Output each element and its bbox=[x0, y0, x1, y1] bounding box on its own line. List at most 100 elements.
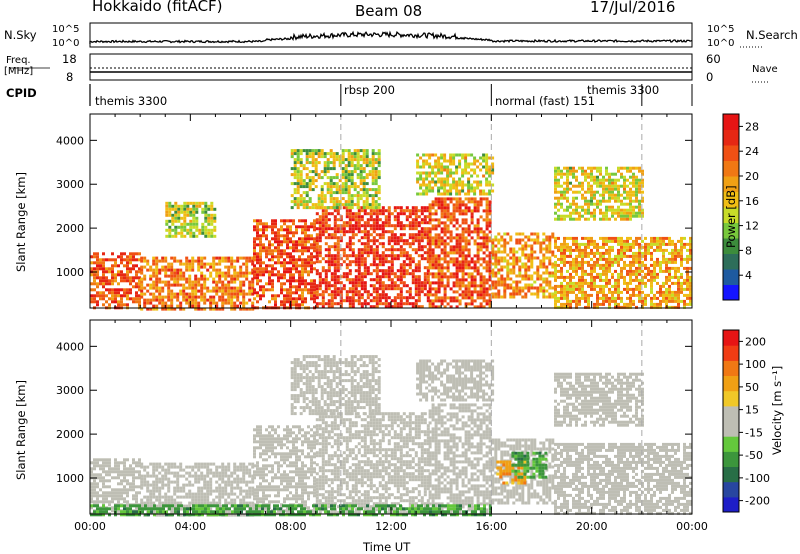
heatmap-cell bbox=[411, 260, 415, 264]
heatmap-cell bbox=[437, 203, 441, 207]
heatmap-cell bbox=[152, 271, 156, 275]
heatmap-cell bbox=[182, 298, 186, 302]
heatmap-cell bbox=[353, 185, 357, 189]
heatmap-cell bbox=[446, 168, 450, 172]
heatmap-cell bbox=[449, 245, 453, 249]
heatmap-cell bbox=[599, 257, 602, 261]
heatmap-cell bbox=[422, 177, 426, 181]
heatmap-cell bbox=[446, 212, 450, 216]
heatmap-cell bbox=[396, 242, 400, 246]
heatmap-cell bbox=[342, 230, 346, 234]
heatmap-cell bbox=[299, 173, 303, 177]
heatmap-cell bbox=[365, 158, 369, 162]
heatmap-cell bbox=[123, 458, 126, 462]
heatmap-cell bbox=[296, 170, 300, 174]
heatmap-cell bbox=[173, 274, 177, 278]
heatmap-cell bbox=[123, 479, 126, 483]
heatmap-cell bbox=[298, 264, 301, 268]
heatmap-cell bbox=[313, 240, 316, 244]
heatmap-cell bbox=[289, 237, 292, 241]
heatmap-cell bbox=[623, 302, 626, 306]
heatmap-cell bbox=[419, 165, 423, 169]
heatmap-cell bbox=[259, 234, 262, 238]
heatmap-cell bbox=[315, 284, 319, 288]
heatmap-cell bbox=[530, 253, 534, 257]
heatmap-cell bbox=[434, 254, 438, 258]
heatmap-cell bbox=[105, 258, 108, 262]
heatmap-cell bbox=[318, 236, 322, 240]
heatmap-cell bbox=[357, 218, 361, 222]
heatmap-cell bbox=[179, 307, 183, 311]
heatmap-cell bbox=[236, 295, 240, 299]
heatmap-cell bbox=[416, 153, 420, 157]
heatmap-cell bbox=[327, 293, 331, 297]
heatmap-cell bbox=[626, 248, 629, 252]
heatmap-cell bbox=[686, 281, 689, 285]
colorbar-swatch bbox=[723, 284, 739, 301]
heatmap-cell bbox=[350, 152, 354, 156]
heatmap-cell bbox=[686, 302, 689, 306]
heatmap-cell bbox=[500, 280, 504, 284]
heatmap-cell bbox=[344, 182, 348, 186]
heatmap-cell bbox=[485, 281, 489, 285]
heatmap-cell bbox=[359, 170, 363, 174]
heatmap-cell bbox=[431, 251, 435, 255]
heatmap-cell bbox=[224, 289, 228, 293]
heatmap-cell bbox=[99, 282, 102, 286]
heatmap-cell bbox=[224, 277, 228, 281]
heatmap-cell bbox=[378, 302, 382, 306]
heatmap-cell bbox=[560, 193, 563, 197]
heatmap-cell bbox=[402, 269, 406, 273]
heatmap-cell bbox=[434, 233, 438, 237]
heatmap-cell bbox=[206, 262, 210, 266]
heatmap-cell bbox=[488, 260, 492, 264]
nsky-trace bbox=[89, 30, 693, 44]
heatmap-cell bbox=[140, 256, 144, 260]
heatmap-cell bbox=[399, 281, 403, 285]
heatmap-cell bbox=[584, 269, 587, 273]
heatmap-cell bbox=[248, 259, 252, 263]
heatmap-cell bbox=[120, 294, 123, 298]
heatmap-cell bbox=[557, 166, 560, 170]
heatmap-cell bbox=[414, 263, 418, 267]
heatmap-cell bbox=[575, 299, 578, 303]
heatmap-cell bbox=[351, 227, 355, 231]
heatmap-cell bbox=[242, 301, 246, 305]
heatmap-cell bbox=[310, 279, 313, 283]
heatmap-cell bbox=[301, 237, 304, 241]
heatmap-cell bbox=[384, 296, 388, 300]
heatmap-cell bbox=[431, 171, 435, 175]
heatmap-cell bbox=[357, 269, 361, 273]
heatmap-cell bbox=[335, 203, 339, 207]
heatmap-cell bbox=[452, 159, 456, 163]
heatmap-cell bbox=[342, 251, 346, 255]
heatmap-cell bbox=[569, 305, 572, 309]
heatmap-cell bbox=[623, 166, 626, 170]
heatmap-cell bbox=[431, 206, 435, 210]
heatmap-cell bbox=[473, 230, 477, 234]
heatmap-cell bbox=[372, 263, 376, 267]
heatmap-cell bbox=[111, 252, 114, 256]
heatmap-cell bbox=[572, 196, 575, 200]
heatmap-cell bbox=[614, 302, 617, 306]
heatmap-cell bbox=[332, 155, 336, 159]
heatmap-cell bbox=[452, 299, 456, 303]
heatmap-cell bbox=[575, 296, 578, 300]
heatmap-cell bbox=[494, 283, 498, 287]
heatmap-cell bbox=[479, 257, 483, 261]
heatmap-cell bbox=[665, 260, 668, 264]
heatmap-cell bbox=[581, 242, 584, 246]
heatmap-cell bbox=[351, 212, 355, 216]
heatmap-cell bbox=[464, 159, 468, 163]
heatmap-cell bbox=[318, 278, 322, 282]
heatmap-cell bbox=[434, 212, 438, 216]
heatmap-cell bbox=[102, 458, 105, 462]
heatmap-cell bbox=[458, 269, 462, 273]
heatmap-cell bbox=[428, 174, 432, 178]
heatmap-cell bbox=[375, 305, 379, 309]
heatmap-cell bbox=[665, 275, 668, 279]
heatmap-cell bbox=[440, 180, 444, 184]
heatmap-cell bbox=[360, 302, 364, 306]
heatmap-cell bbox=[183, 228, 187, 232]
heatmap-cell bbox=[280, 225, 283, 229]
